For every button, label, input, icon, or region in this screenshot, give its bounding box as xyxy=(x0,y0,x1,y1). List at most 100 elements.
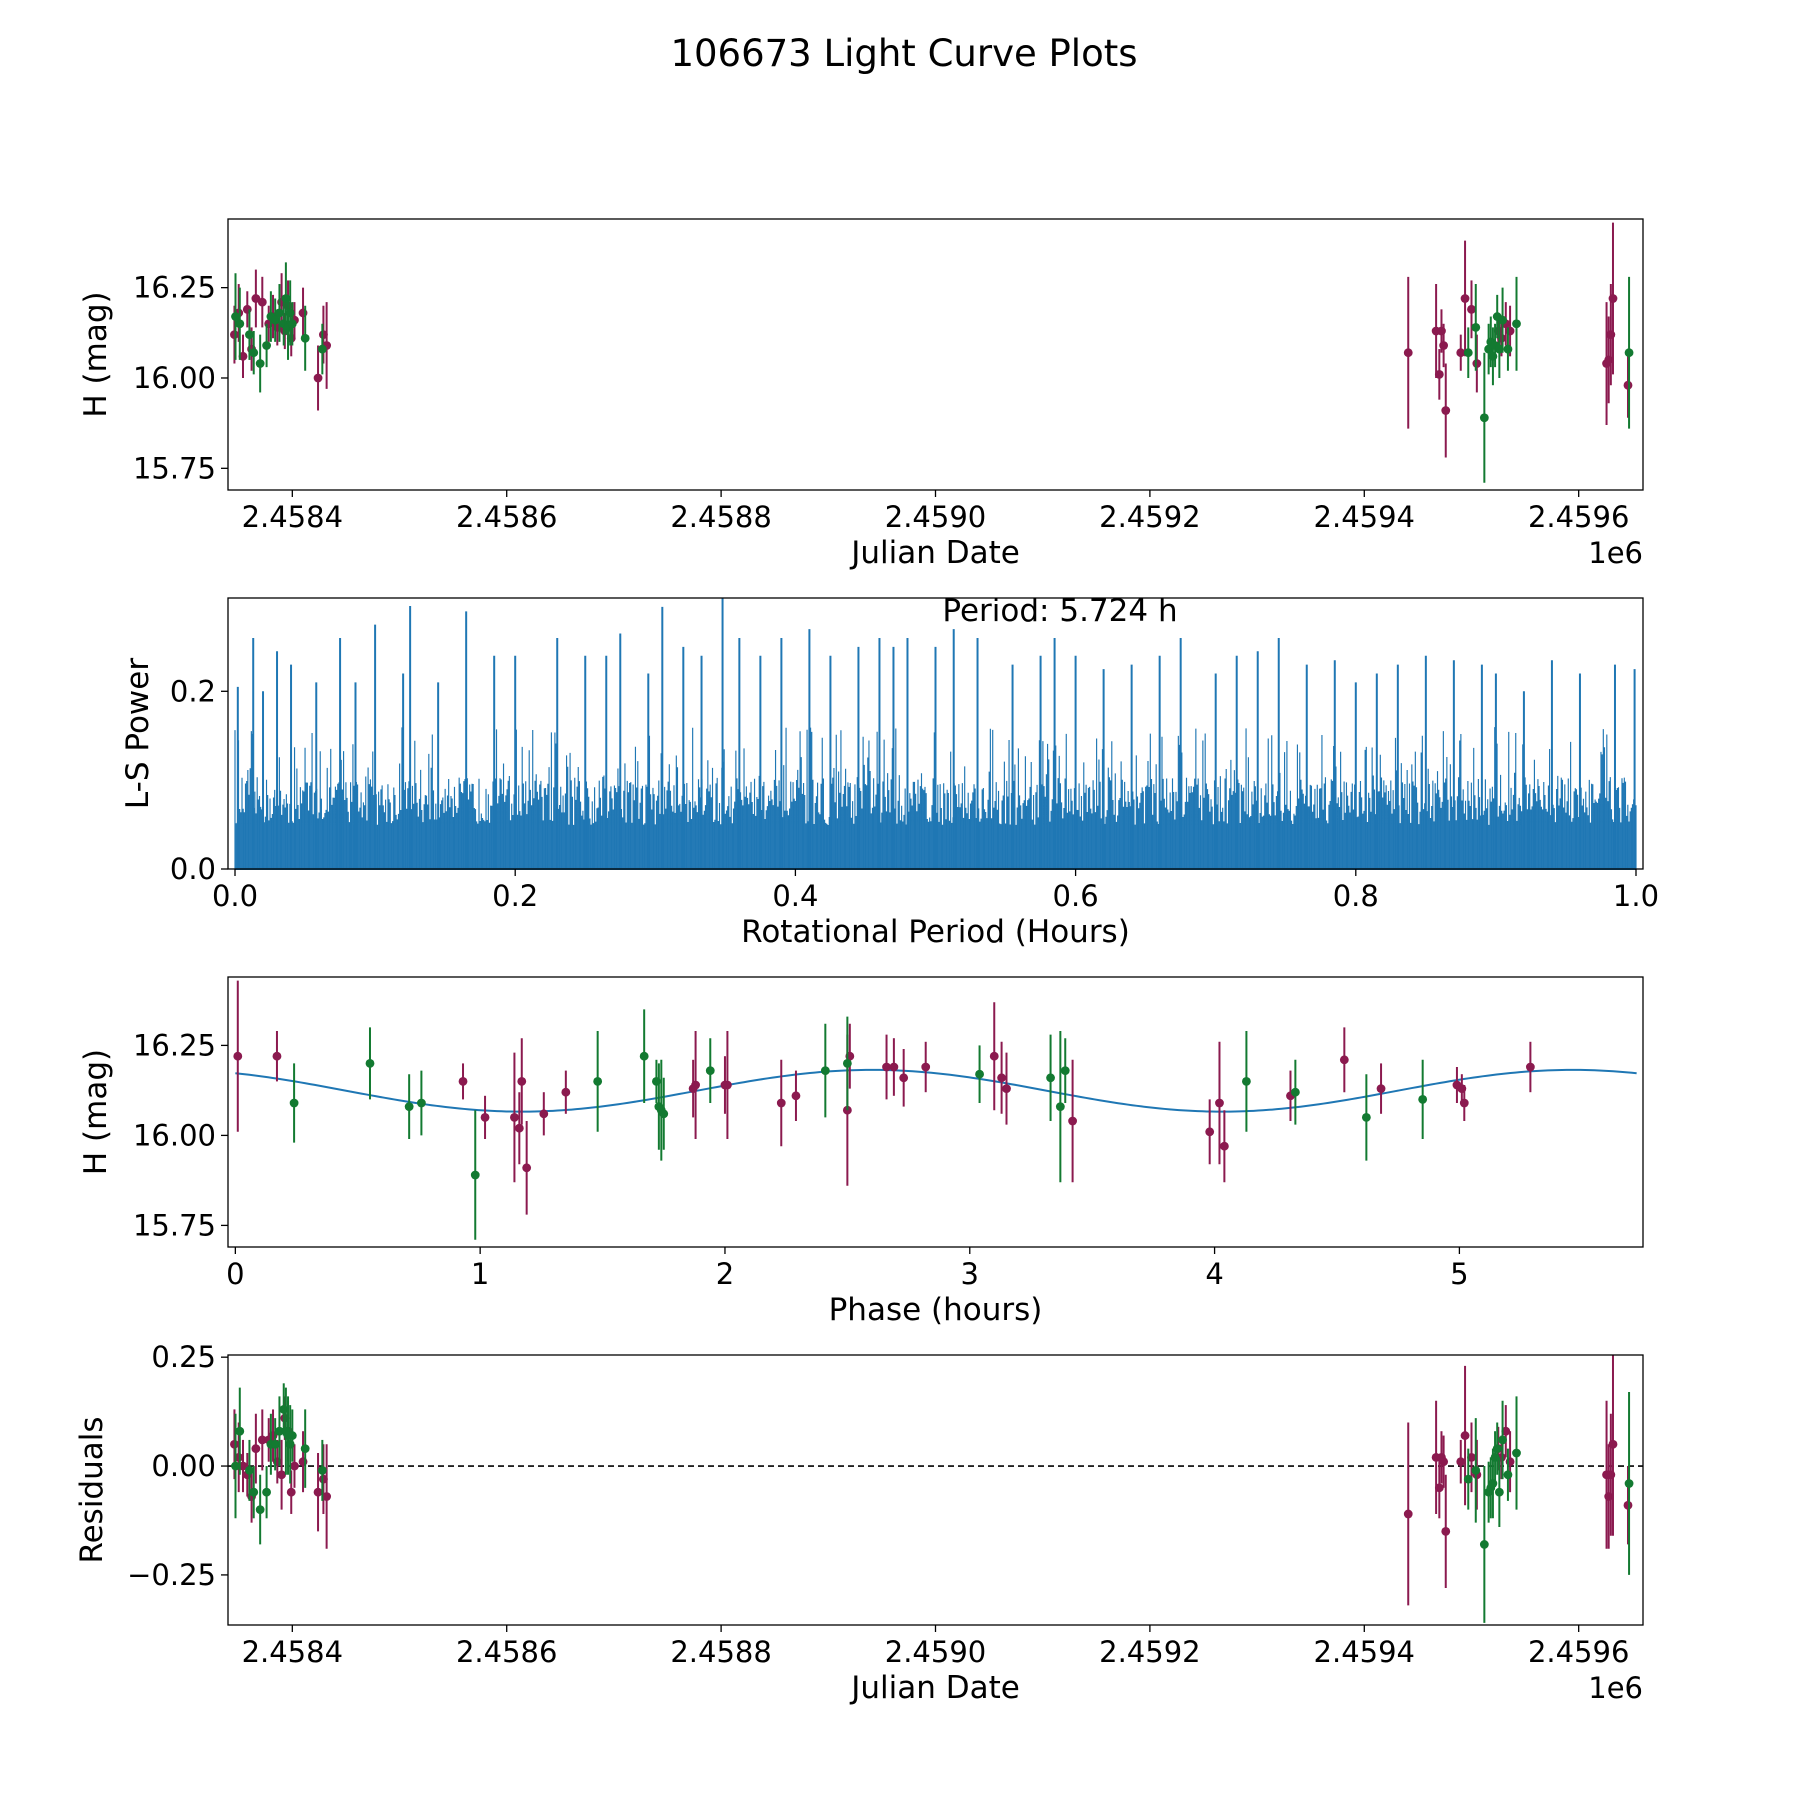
x-axis-label: Phase (hours) xyxy=(829,1292,1043,1328)
data-point xyxy=(319,1474,328,1484)
y-tick-label: 16.25 xyxy=(133,1028,216,1062)
data-point xyxy=(1290,1087,1300,1097)
data-point xyxy=(317,1466,327,1475)
data-point xyxy=(322,1492,332,1501)
data-point xyxy=(514,1123,524,1133)
x-axis-label: Rotational Period (Hours) xyxy=(741,914,1130,950)
x-tick-label: 2.4588 xyxy=(670,1635,771,1669)
data-point xyxy=(1624,1479,1634,1488)
data-point xyxy=(1439,341,1449,350)
data-point xyxy=(1046,1073,1055,1083)
data-point xyxy=(1501,1426,1511,1436)
data-point xyxy=(251,1444,261,1454)
y-tick-label: 0.25 xyxy=(151,1340,216,1374)
data-point xyxy=(1494,1487,1504,1497)
data-point xyxy=(289,1098,299,1108)
data-point xyxy=(842,1059,852,1068)
y-axis-label: Residuals xyxy=(74,1416,110,1563)
data-point xyxy=(272,1051,282,1061)
data-point xyxy=(230,1439,239,1449)
data-point xyxy=(249,1487,259,1497)
data-point xyxy=(1512,319,1521,329)
data-point xyxy=(1055,1102,1065,1111)
data-point xyxy=(989,1051,999,1061)
data-point xyxy=(313,1487,323,1497)
data-point xyxy=(1503,344,1513,354)
y-tick-label: 15.75 xyxy=(133,451,216,485)
data-point xyxy=(458,1077,468,1086)
data-point xyxy=(286,1487,296,1497)
data-point xyxy=(1608,294,1618,303)
data-point xyxy=(1463,348,1473,358)
x-tick-label: 4 xyxy=(1205,1257,1223,1291)
data-point xyxy=(691,1080,700,1090)
data-point xyxy=(1460,294,1470,303)
data-point xyxy=(1418,1095,1428,1104)
data-point xyxy=(319,330,328,340)
x-tick-label: 0.6 xyxy=(1053,879,1099,913)
data-point xyxy=(899,1073,909,1083)
y-tick-label: 16.00 xyxy=(133,361,216,395)
fit-curve xyxy=(235,1068,1637,1113)
x-tick-label: 1 xyxy=(471,1257,489,1291)
data-point xyxy=(1456,348,1466,358)
data-point xyxy=(723,1080,732,1090)
data-point xyxy=(1002,1084,1011,1093)
data-point xyxy=(249,348,259,358)
y-axis-label: L-S Power xyxy=(120,658,156,809)
data-point xyxy=(1498,1435,1507,1445)
data-point xyxy=(517,1077,527,1086)
data-point xyxy=(286,333,296,343)
data-point xyxy=(1525,1062,1535,1072)
lightcurve-axes-frame xyxy=(227,218,1644,491)
phased-plot-area xyxy=(233,980,1637,1240)
data-point xyxy=(1498,315,1507,325)
data-point xyxy=(235,319,245,329)
data-point xyxy=(1471,323,1481,332)
data-point xyxy=(510,1113,519,1122)
data-point xyxy=(245,330,254,340)
band_b-series xyxy=(231,1383,1634,1623)
data-point xyxy=(231,1461,240,1471)
data-point xyxy=(1608,1439,1618,1449)
y-tick-label: 0.00 xyxy=(151,1449,216,1483)
data-point xyxy=(1456,1457,1466,1467)
data-point xyxy=(313,373,323,383)
data-point xyxy=(1492,1444,1502,1454)
x-tick-label: 2.4586 xyxy=(456,1635,557,1669)
x-tick-label: 0.8 xyxy=(1333,879,1379,913)
data-point xyxy=(277,1470,286,1480)
x-tick-label: 0.4 xyxy=(772,879,818,913)
x-tick-label: 2.4590 xyxy=(885,500,986,534)
residuals-panel: 2.4584 2.4586 2.4588 2.4590 2.4592 2.4594 2.45… xyxy=(74,1340,1644,1706)
data-point xyxy=(539,1109,549,1119)
data-point xyxy=(1403,1509,1413,1519)
x-tick-label: 1.0 xyxy=(1613,879,1659,913)
data-point xyxy=(1242,1077,1251,1086)
residuals-plot-area xyxy=(228,1355,1643,1623)
x-offset-label: 1e6 xyxy=(1588,1671,1643,1705)
data-point xyxy=(1068,1116,1077,1126)
data-point xyxy=(1467,304,1476,314)
data-point xyxy=(317,344,327,354)
data-point xyxy=(300,333,310,343)
data-point xyxy=(257,297,267,307)
data-point xyxy=(1219,1141,1229,1151)
band_a-series xyxy=(230,1355,1633,1606)
lightcurve-panel: 2.4584 2.4586 2.4588 2.4590 2.4592 2.4594 2.45… xyxy=(78,218,1644,571)
data-point xyxy=(1624,348,1634,358)
panels-group: 2.4584 2.4586 2.4588 2.4590 2.4592 2.4594 2.45… xyxy=(74,218,1659,1706)
y-tick-label: 16.25 xyxy=(133,271,216,305)
data-point xyxy=(275,308,284,318)
x-tick-label: 2.4588 xyxy=(670,500,771,534)
x-tick-label: 2.4592 xyxy=(1099,1635,1200,1669)
data-point xyxy=(975,1069,984,1079)
x-axis-label: Julian Date xyxy=(849,535,1020,571)
x-tick-label: 3 xyxy=(961,1257,979,1291)
periodogram-plot-area xyxy=(234,598,1637,870)
data-point xyxy=(1403,348,1413,358)
data-point xyxy=(1441,1526,1451,1536)
x-tick-label: 0.0 xyxy=(212,879,258,913)
data-point xyxy=(1494,344,1504,354)
figure-title: 106673 Light Curve Plots xyxy=(670,32,1137,75)
